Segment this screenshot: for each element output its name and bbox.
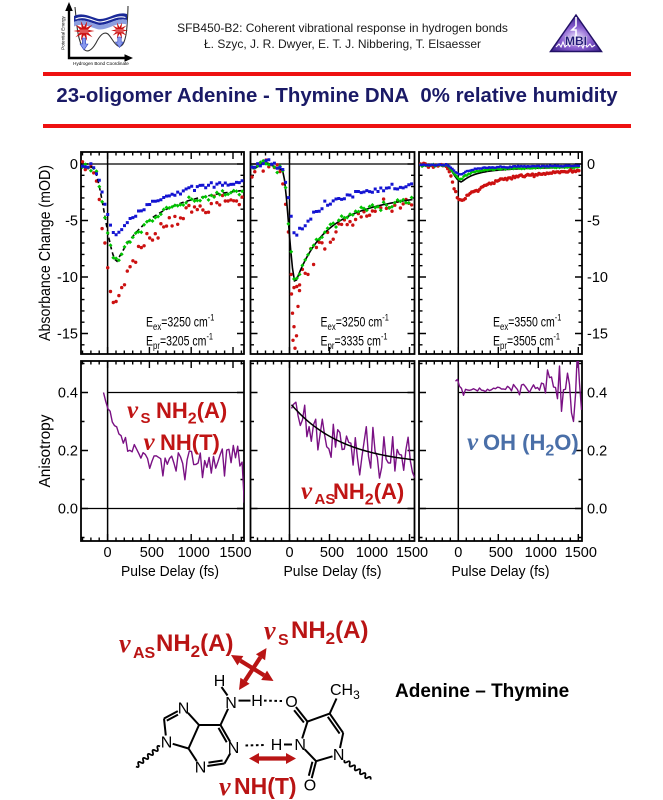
svg-text:H: H (251, 693, 263, 710)
svg-text:500: 500 (140, 545, 164, 561)
svg-text:0.0: 0.0 (58, 502, 78, 518)
svg-text:0.4: 0.4 (58, 386, 78, 402)
svg-text:-15: -15 (57, 327, 78, 343)
svg-text:-5: -5 (65, 214, 78, 230)
svg-text:0: 0 (70, 157, 78, 173)
svg-text:-10: -10 (587, 270, 608, 286)
svg-text:1000: 1000 (525, 545, 557, 561)
svg-text:-15: -15 (587, 327, 608, 343)
svg-text:NH(T): NH(T) (234, 773, 297, 799)
svg-text:0.0: 0.0 (587, 502, 607, 518)
svg-text:H: H (271, 737, 283, 754)
svg-text:NH2(A): NH2(A) (156, 630, 233, 661)
svg-text:ν: ν (127, 397, 139, 424)
svg-text:NH2(A): NH2(A) (333, 479, 404, 509)
svg-text:ν: ν (301, 478, 313, 505)
svg-text:0.2: 0.2 (58, 444, 78, 460)
svg-text:NH2(A): NH2(A) (291, 617, 368, 648)
svg-text:0: 0 (104, 545, 112, 561)
svg-text:1000: 1000 (356, 545, 388, 561)
svg-text:Anisotropy: Anisotropy (37, 414, 54, 487)
svg-text:1500: 1500 (396, 545, 428, 561)
svg-text:0: 0 (285, 545, 293, 561)
svg-text:AS: AS (133, 645, 156, 662)
svg-text:Eex=3250 cm-1: Eex=3250 cm-1 (146, 312, 215, 333)
svg-text:1500: 1500 (219, 545, 251, 561)
svg-text:N: N (225, 695, 237, 712)
svg-text:OH (H2O): OH (H2O) (483, 430, 579, 460)
svg-text:CH3: CH3 (330, 682, 360, 702)
svg-text:-5: -5 (587, 214, 600, 230)
svg-text:NH2(A): NH2(A) (156, 398, 227, 428)
svg-text:S: S (278, 632, 289, 649)
svg-text:MBI: MBI (565, 34, 587, 48)
svg-text:ν: ν (467, 429, 479, 456)
svg-text:1500: 1500 (565, 545, 597, 561)
svg-text:Epr=3505 cm-1: Epr=3505 cm-1 (493, 331, 560, 352)
svg-text:Pulse Delay (fs): Pulse Delay (fs) (121, 563, 219, 580)
svg-text:N: N (294, 737, 306, 754)
svg-text:N: N (195, 760, 207, 777)
svg-text:N: N (178, 701, 190, 718)
svg-text:500: 500 (489, 545, 513, 561)
svg-text:Pulse Delay (fs): Pulse Delay (fs) (284, 563, 382, 580)
svg-text:O: O (285, 694, 297, 711)
svg-text:ν: ν (144, 429, 156, 456)
svg-text:-10: -10 (57, 270, 78, 286)
svg-text:ν: ν (219, 772, 231, 800)
svg-text:Eex=3550 cm-1: Eex=3550 cm-1 (493, 312, 562, 333)
svg-text:Potential Energy: Potential Energy (61, 15, 66, 49)
svg-text:Epr=3335 cm-1: Epr=3335 cm-1 (321, 331, 388, 352)
svg-text:Pulse Delay (fs): Pulse Delay (fs) (452, 563, 550, 580)
svg-text:N: N (333, 747, 345, 764)
svg-text:1000: 1000 (178, 545, 210, 561)
svg-text:N: N (161, 735, 173, 752)
svg-text:H: H (214, 673, 226, 690)
svg-text:0: 0 (587, 157, 595, 173)
svg-text:ν: ν (119, 629, 131, 658)
svg-text:S: S (141, 410, 151, 427)
svg-text:Eex=3250 cm-1: Eex=3250 cm-1 (321, 312, 390, 333)
svg-text:Hydrogen Bond Coordinate: Hydrogen Bond Coordinate (73, 61, 129, 66)
svg-text:O: O (304, 777, 316, 794)
svg-text:N: N (228, 740, 240, 757)
svg-text:Epr=3205 cm-1: Epr=3205 cm-1 (146, 331, 213, 352)
svg-text:0: 0 (454, 545, 462, 561)
svg-text:ν: ν (264, 616, 276, 645)
svg-text:Absorbance Change (mOD): Absorbance Change (mOD) (37, 165, 54, 341)
svg-text:AS: AS (315, 491, 336, 508)
svg-text:0.2: 0.2 (587, 444, 607, 460)
svg-text:0.4: 0.4 (587, 386, 607, 402)
svg-text:500: 500 (320, 545, 344, 561)
svg-text:NH(T): NH(T) (160, 430, 220, 455)
svg-text:Adenine – Thymine: Adenine – Thymine (395, 681, 569, 702)
